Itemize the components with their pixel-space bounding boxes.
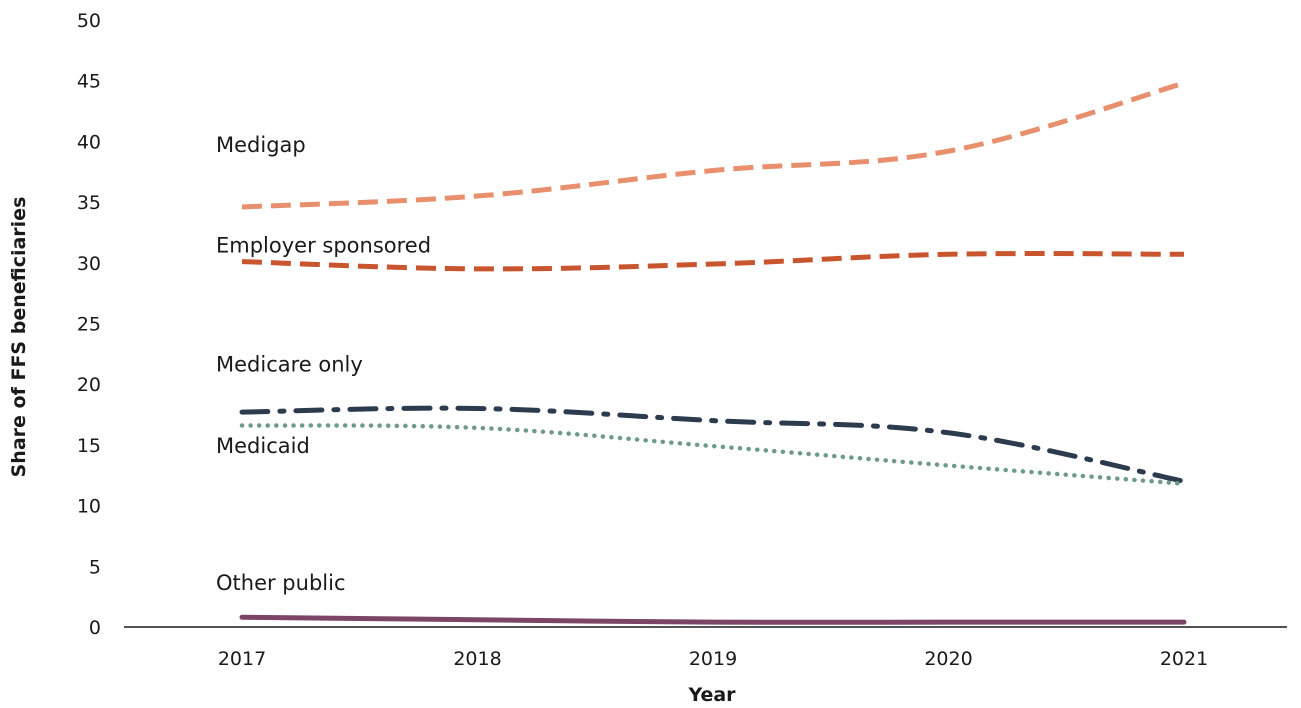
y-tick-label: 50	[77, 10, 101, 32]
y-tick-label: 35	[77, 192, 101, 214]
series-label-medigap: Medigap	[216, 133, 306, 157]
y-tick-label: 5	[89, 556, 101, 578]
series-line-medicaid	[239, 423, 1187, 486]
y-tick-label: 15	[77, 435, 101, 457]
x-tick-label: 2021	[1160, 648, 1208, 670]
y-tick-label: 10	[77, 496, 101, 518]
x-tick-label: 2020	[924, 648, 972, 670]
y-tick-label: 25	[77, 314, 101, 336]
x-tick-label: 2019	[689, 648, 737, 670]
y-axis-ticks: 0 5 10 15 20 25 30 35 40 45 50	[77, 10, 101, 639]
series-line-medicare-only	[239, 405, 1187, 484]
y-tick-label: 40	[77, 131, 101, 153]
series-label-medicaid: Medicaid	[216, 434, 310, 458]
series-label-employer-sponsored: Employer sponsored	[216, 234, 431, 258]
x-axis-ticks: 2017 2018 2019 2020 2021	[218, 648, 1208, 670]
x-tick-label: 2018	[453, 648, 501, 670]
series-lines	[239, 80, 1187, 625]
series-line-medigap	[241, 80, 1185, 210]
series-label-medicare-only: Medicare only	[216, 353, 363, 377]
series-line-other-public	[239, 614, 1187, 625]
x-tick-label: 2017	[218, 648, 266, 670]
series-line-employer-sponsored	[241, 251, 1185, 272]
y-tick-label: 0	[89, 617, 101, 639]
x-axis-title: Year	[687, 684, 736, 706]
y-tick-label: 45	[77, 71, 101, 93]
y-axis-title: Share of FFS beneficiaries	[8, 197, 30, 478]
y-tick-label: 30	[77, 253, 101, 275]
series-label-other-public: Other public	[216, 571, 346, 595]
y-tick-label: 20	[77, 374, 101, 396]
series-labels: Medigap Employer sponsored Medicare only Me…	[216, 133, 431, 595]
